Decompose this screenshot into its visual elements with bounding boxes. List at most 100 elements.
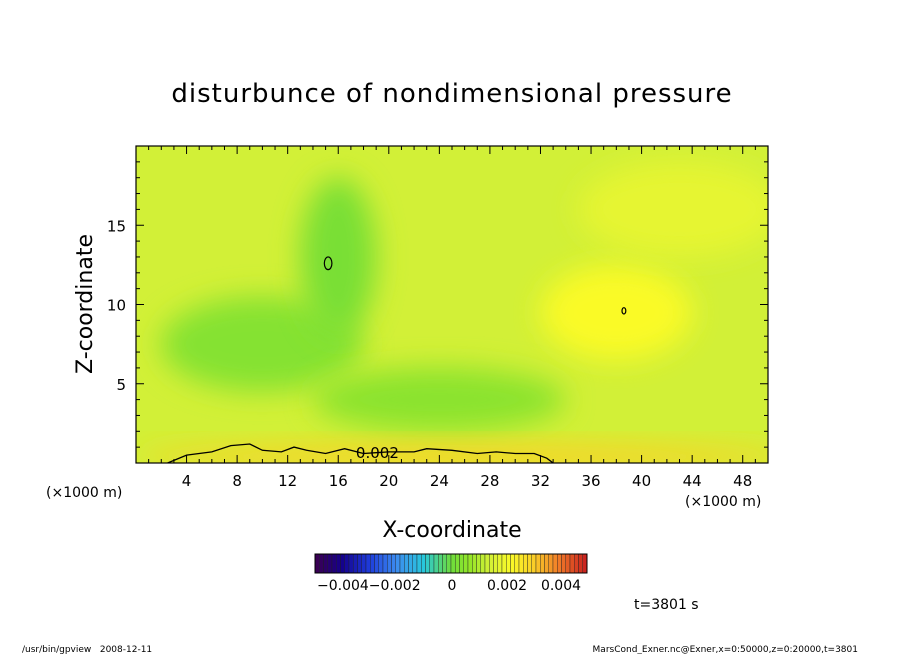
colorbar-cell (416, 553, 422, 574)
field-region-4 (300, 177, 377, 337)
colorbar-cell (404, 553, 409, 574)
colorbar-cell (408, 553, 413, 574)
colorbar-frame (314, 553, 588, 574)
colorbar-cell (446, 553, 452, 574)
colorbar-cell (336, 553, 341, 574)
colorbar-cell (357, 553, 362, 574)
colorbar-cell (497, 553, 503, 574)
field-region-2 (161, 296, 364, 392)
colorbar-cell (421, 553, 426, 574)
field-region-3 (312, 367, 566, 432)
colorbar-cell (578, 553, 583, 574)
contour-label: 0.002 (356, 444, 399, 462)
colorbar-cell (565, 553, 571, 574)
colorbar-cell (480, 553, 486, 574)
colorbar-cell (548, 553, 554, 574)
colorbar-cell (535, 553, 541, 574)
colorbar-cell (472, 553, 477, 574)
colorbar-cell (412, 553, 418, 574)
contour-layer: 0.002 (167, 256, 627, 463)
colorbar-cell (493, 553, 498, 574)
colorbar-cell (544, 553, 549, 574)
colorbar-cell (340, 553, 345, 574)
colorbar-cell (561, 553, 566, 574)
colorbar-cell (569, 553, 575, 574)
colorbar-cell (442, 553, 447, 574)
field-region-1 (578, 161, 768, 257)
x-unit-left: (×1000 m) (46, 485, 122, 501)
time-label: t=3801 s (634, 597, 699, 613)
closed-contour-0 (323, 256, 333, 271)
colorbar: −0.004−0.002 0 0.002 0.004 (314, 553, 588, 594)
field-region-5 (136, 443, 768, 463)
colorbar-cell (518, 553, 524, 574)
colorbar-cell (370, 553, 375, 574)
x-tick-label: 44 (683, 472, 702, 490)
colorbar-cell (467, 553, 473, 574)
colorbar-cell (501, 553, 507, 574)
colorbar-cell (463, 553, 469, 574)
x-tick-label: 48 (733, 472, 752, 490)
colorbar-cell (327, 553, 333, 574)
x-tick-label: 8 (232, 472, 242, 490)
colorbar-cell (450, 553, 456, 574)
colorbar-cell (506, 553, 511, 574)
colorbar-cell (319, 553, 324, 574)
colorbar-cell (433, 553, 439, 574)
colorbar-label-zero: 0 (448, 578, 457, 594)
colorbar-cell (540, 553, 545, 574)
colorbar-cell (323, 553, 328, 574)
colorbar-cell (552, 553, 558, 574)
colorbar-label-negative: −0.004−0.002 (317, 578, 421, 594)
colorbar-cell (344, 553, 350, 574)
colorbar-cell (514, 553, 520, 574)
colorbar-cell (374, 553, 379, 574)
colorbar-cell (391, 553, 396, 574)
x-tick-label: 32 (531, 472, 550, 490)
x-tick-label: 12 (278, 472, 297, 490)
colorbar-cell (438, 553, 443, 574)
x-tick-label: 28 (480, 472, 499, 490)
colorbar-cell (429, 553, 435, 574)
colorbar-cell (382, 553, 388, 574)
colorbar-cells (314, 553, 588, 574)
colorbar-cell (395, 553, 401, 574)
colorbar-cell (484, 553, 490, 574)
colorbar-cell (399, 553, 405, 574)
x-tick-label: 4 (182, 472, 192, 490)
colorbar-cell (314, 553, 320, 574)
colorbar-cell (531, 553, 537, 574)
colorbar-cell (476, 553, 481, 574)
x-tick-label: 16 (329, 472, 348, 490)
colorbar-cell (353, 553, 358, 574)
x-unit-right: (×1000 m) (685, 494, 761, 510)
y-tick-label: 10 (107, 297, 126, 315)
colorbar-cell (510, 553, 515, 574)
colorbar-cell (574, 553, 579, 574)
colorbar-cell (455, 553, 460, 574)
colorbar-cell (361, 553, 367, 574)
y-tick-label: 15 (107, 217, 126, 235)
footer-left: /usr/bin/gpview 2008-12-11 (22, 645, 152, 654)
colorbar-cell (557, 553, 562, 574)
x-tick-label: 24 (430, 472, 449, 490)
footer-right: MarsCond_Exner.nc@Exner,x=0:50000,z=0:20… (593, 645, 858, 654)
colorbar-cell (523, 553, 528, 574)
y-tick-label: 5 (116, 376, 126, 394)
y-axis-label: Z-coordinate (73, 234, 98, 374)
x-axis-label: X-coordinate (382, 518, 521, 543)
colorbar-cell (527, 553, 532, 574)
closed-contour-1 (621, 307, 627, 315)
colorbar-cell (365, 553, 371, 574)
field-region-0 (540, 264, 693, 360)
colorbar-cell (489, 553, 494, 574)
y-axis-ticks: 5 10 15 (107, 145, 768, 464)
x-tick-label: 20 (379, 472, 398, 490)
colorbar-cell (425, 553, 430, 574)
x-tick-label: 40 (632, 472, 651, 490)
colorbar-cell (459, 553, 464, 574)
chart-title: disturbunce of nondimensional pressure (171, 79, 732, 109)
x-tick-label: 36 (581, 472, 600, 490)
